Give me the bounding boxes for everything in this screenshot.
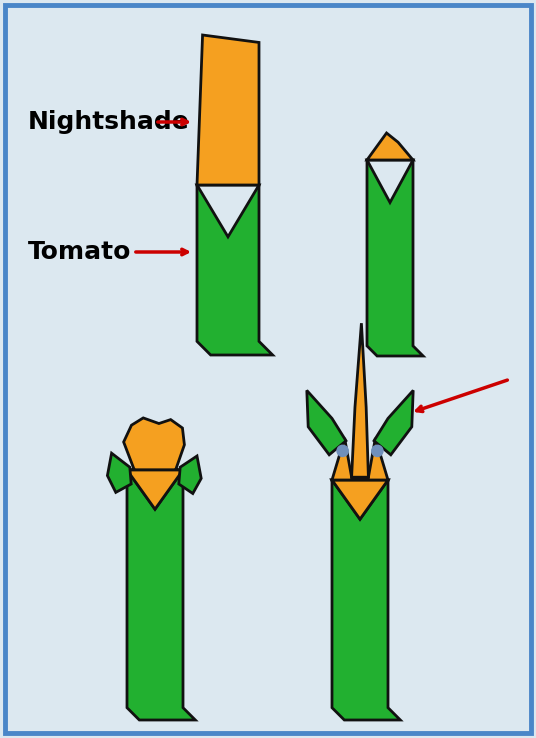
- Polygon shape: [197, 185, 273, 355]
- Polygon shape: [179, 456, 201, 494]
- Polygon shape: [332, 480, 388, 520]
- Polygon shape: [374, 390, 413, 455]
- Polygon shape: [367, 133, 413, 160]
- Polygon shape: [124, 418, 184, 473]
- Polygon shape: [307, 390, 346, 455]
- Polygon shape: [127, 470, 183, 509]
- Polygon shape: [107, 453, 131, 492]
- Polygon shape: [332, 480, 388, 520]
- Polygon shape: [332, 438, 388, 480]
- Polygon shape: [332, 480, 400, 720]
- Polygon shape: [352, 323, 368, 477]
- Polygon shape: [367, 160, 423, 356]
- Polygon shape: [127, 470, 183, 509]
- Text: Tomato: Tomato: [28, 240, 131, 264]
- Polygon shape: [197, 185, 259, 237]
- Polygon shape: [197, 35, 259, 185]
- Circle shape: [337, 445, 348, 457]
- Text: Nightshade: Nightshade: [28, 110, 190, 134]
- Polygon shape: [367, 160, 413, 202]
- Polygon shape: [127, 470, 195, 720]
- Circle shape: [372, 445, 383, 457]
